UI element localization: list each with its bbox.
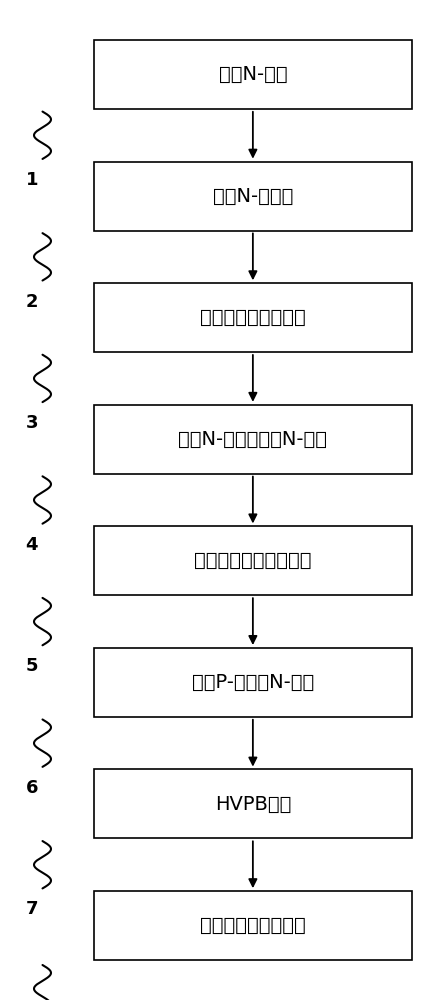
Text: 后段工艺，形成源极: 后段工艺，形成源极 [200,916,306,935]
Text: 3: 3 [26,414,38,432]
FancyBboxPatch shape [94,283,412,352]
FancyBboxPatch shape [94,526,412,595]
Text: 7: 7 [26,900,38,918]
Text: 形成N-埋层: 形成N-埋层 [218,65,287,84]
Text: 6: 6 [26,779,38,797]
FancyBboxPatch shape [94,648,412,717]
FancyBboxPatch shape [94,769,412,838]
Text: 1: 1 [26,171,38,189]
Text: HVPB注入: HVPB注入 [215,794,291,813]
FancyBboxPatch shape [94,40,412,109]
Text: 定义有源区、隔离区: 定义有源区、隔离区 [200,308,306,327]
Text: 形成沟槽栅，作为栅极: 形成沟槽栅，作为栅极 [194,551,312,570]
FancyBboxPatch shape [94,405,412,474]
FancyBboxPatch shape [94,162,412,231]
Text: 5: 5 [26,657,38,675]
Text: 形成P-埋区和N-埋区: 形成P-埋区和N-埋区 [192,673,314,692]
Text: 形成N-沟槽，引出N-埋层: 形成N-沟槽，引出N-埋层 [178,430,327,449]
Text: 生长N-外延层: 生长N-外延层 [212,187,293,206]
FancyBboxPatch shape [94,891,412,960]
Text: 2: 2 [26,293,38,311]
Text: 4: 4 [26,536,38,554]
